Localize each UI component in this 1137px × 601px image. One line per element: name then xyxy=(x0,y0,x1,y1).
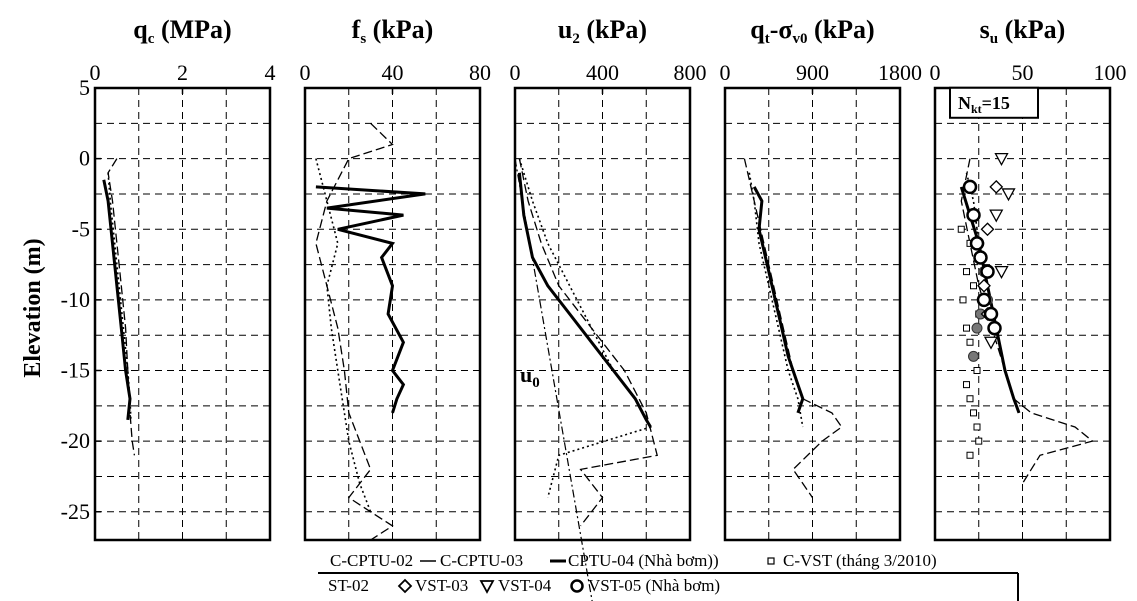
marker-square xyxy=(957,225,965,233)
panel-title: su (kPa) xyxy=(980,15,1066,47)
marker-triangle xyxy=(1001,188,1016,202)
series-c-cptu-02 xyxy=(107,158,136,456)
marker-filled-circle xyxy=(968,350,979,362)
marker-open-circle xyxy=(969,236,985,251)
series-c-cptu-03 xyxy=(518,158,652,498)
legend-label: VST-05 (Nhà bơm) xyxy=(588,576,720,595)
x-tick-label: 0 xyxy=(930,60,941,85)
marker-square xyxy=(970,409,977,417)
series-c-cptu-02 xyxy=(960,158,1094,484)
x-tick-label: 0 xyxy=(720,60,731,85)
marker-open-circle xyxy=(976,292,992,308)
marker-square xyxy=(963,268,970,276)
y-tick-label: -15 xyxy=(61,358,90,383)
marker-square xyxy=(975,437,983,445)
legend-symbol-diamond xyxy=(397,578,413,594)
x-tick-label: 0 xyxy=(300,60,311,85)
series-c-cptu-02 xyxy=(743,158,843,498)
series-c-cptu-03 xyxy=(107,172,132,420)
y-axis: 5 0 -5 -10 -15 -20 -25 xyxy=(61,75,101,524)
marker-square xyxy=(973,367,981,374)
panel-title: qt-σv0 (kPa) xyxy=(750,15,874,47)
panel-4: qt-σv0 (kPa) 0 900 1800 xyxy=(720,15,922,542)
series-c-cptu-04-nh-b-m- xyxy=(517,172,652,428)
marker-diamond xyxy=(980,222,995,237)
marker-square xyxy=(970,282,977,290)
series-c-cptu-03 xyxy=(315,158,372,513)
u0-annotation: u0 xyxy=(520,362,540,391)
series-c-cptu-03 xyxy=(748,172,804,428)
legend-label: C-CPTU-03 xyxy=(440,551,523,570)
y-tick-label: -20 xyxy=(61,428,90,453)
series-c-cptu-04-nh-b-m- xyxy=(102,179,132,421)
marker-open-circle xyxy=(966,207,981,223)
legend-symbol-triangle xyxy=(479,580,495,594)
x-tick-label: 800 xyxy=(674,60,707,85)
marker-square xyxy=(963,381,970,389)
x-tick-label: 80 xyxy=(469,60,491,85)
x-tick-label: 400 xyxy=(586,60,619,85)
legend-row-1: C-CPTU-02 C-CPTU-03 CPTU-04 (Nhà bơm)) C-VS… xyxy=(330,551,937,570)
marker-open-circle xyxy=(980,264,995,279)
legend-label: ST-02 xyxy=(328,576,369,595)
marker-open-circle xyxy=(962,179,978,195)
marker-diamond xyxy=(977,278,991,293)
x-tick-label: 4 xyxy=(265,60,276,85)
legend-label: C-VST (tháng 3/2010) xyxy=(783,551,937,570)
legend-row-2: ST-02 VST-03 VST-04 VST-05 (Nhà bơm) xyxy=(328,576,720,595)
series-c-cptu-02 xyxy=(315,122,394,541)
y-tick-label: -10 xyxy=(61,287,90,312)
panel-2: fs (kPa) 0 40 80 xyxy=(300,15,491,542)
marker-open-circle xyxy=(983,306,999,322)
legend-symbol-open-circle xyxy=(570,579,584,593)
series-c-cptu-04-nh-b-m- xyxy=(752,186,805,414)
legend-label: CPTU-04 (Nhà bơm)) xyxy=(568,551,719,570)
panel-title: u2 (kPa) xyxy=(558,15,647,47)
marker-triangle xyxy=(983,336,999,350)
marker-filled-circle xyxy=(971,322,983,334)
y-tick-label: -5 xyxy=(72,216,90,241)
marker-diamond xyxy=(989,179,1004,194)
legend: C-CPTU-02 C-CPTU-03 CPTU-04 (Nhà bơm)) C-VS… xyxy=(318,551,1019,601)
marker-triangle xyxy=(989,209,1004,223)
marker-square xyxy=(959,296,967,304)
series-c-cptu-02 xyxy=(518,158,659,527)
panel-3: u2 (kPa) 0 400 800 u0 xyxy=(510,15,707,601)
panel-title: fs (kPa) xyxy=(352,15,434,47)
marker-open-circle xyxy=(973,250,988,265)
marker-square xyxy=(966,338,974,346)
series-u0 xyxy=(514,158,593,601)
y-tick-label: 5 xyxy=(79,75,90,100)
x-tick-label: 1800 xyxy=(878,60,922,85)
marker-square xyxy=(973,423,981,431)
legend-label: C-CPTU-02 xyxy=(330,551,413,570)
marker-square xyxy=(963,324,970,332)
x-tick-label: 0 xyxy=(510,60,521,85)
y-axis-label: Elevation (m) xyxy=(20,238,46,377)
panel-1: qc (MPa) 0 2 4 xyxy=(90,15,276,542)
series-c-cptu-04-nh-b-m- xyxy=(315,185,426,414)
legend-symbol-square xyxy=(767,557,775,565)
panel-title: qc (MPa) xyxy=(133,15,231,47)
marker-open-circle xyxy=(987,320,1002,336)
nkt-box xyxy=(949,86,1039,119)
x-tick-label: 900 xyxy=(796,60,829,85)
x-tick-label: 50 xyxy=(1012,60,1034,85)
marker-triangle xyxy=(994,265,1009,279)
marker-square xyxy=(966,451,974,459)
y-tick-label: -25 xyxy=(61,499,90,524)
x-tick-label: 0 xyxy=(90,60,101,85)
legend-label: VST-03 xyxy=(415,576,468,595)
panel-5: su (kPa) 0 50 100 Nkt=15 xyxy=(930,15,1127,542)
y-tick-label: 0 xyxy=(79,146,90,171)
x-tick-label: 2 xyxy=(177,60,188,85)
nkt-annotation: Nkt=15 xyxy=(958,93,1010,116)
marker-square xyxy=(966,395,974,403)
x-tick-label: 40 xyxy=(382,60,404,85)
marker-triangle xyxy=(994,152,1009,166)
legend-label: VST-04 xyxy=(498,576,552,595)
x-tick-label: 100 xyxy=(1094,60,1127,85)
